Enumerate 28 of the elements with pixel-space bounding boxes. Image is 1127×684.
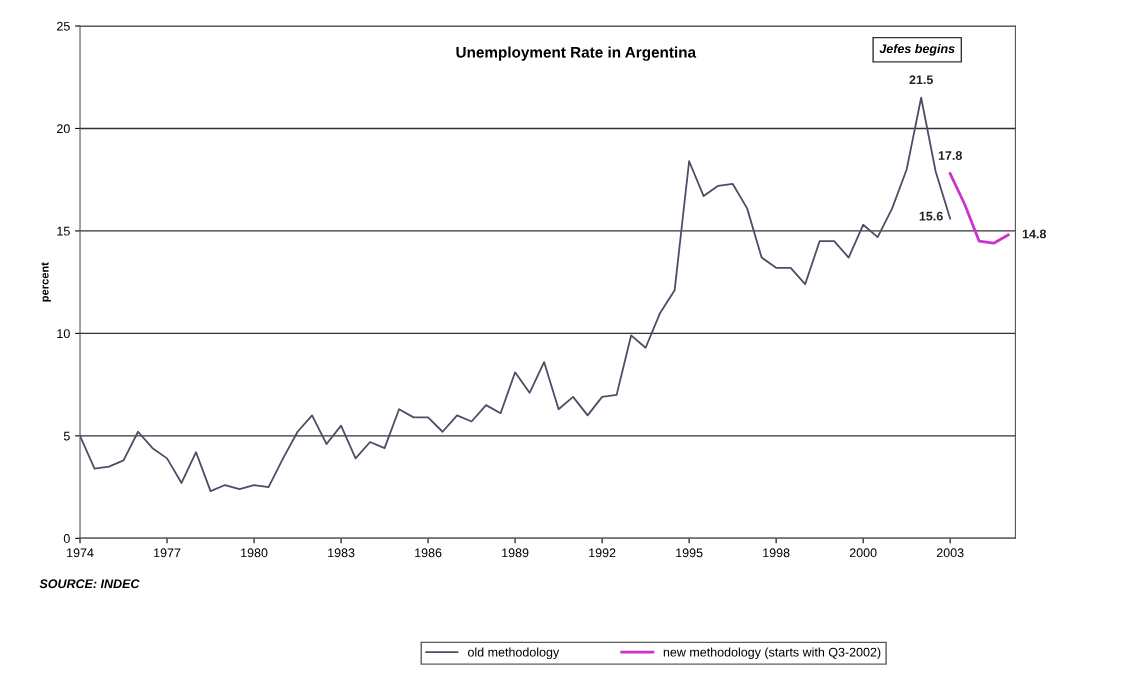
y-tick-label: 25 (57, 21, 70, 31)
y-tick-label: 0 (63, 534, 70, 543)
x-tick-label: 1986 (415, 548, 442, 558)
x-tick-label: 1983 (328, 548, 355, 558)
x-tick-label: 2000 (849, 548, 877, 558)
legend-label: new methodology (starts with Q3-2002) (663, 647, 881, 660)
data-label: 21.5 (909, 75, 933, 85)
x-tick-label: 1992 (589, 548, 616, 558)
line-series (948, 172, 1010, 245)
y-tick-label: 20 (57, 124, 70, 134)
data-label: 14.8 (1022, 229, 1047, 239)
x-tick-label: 1974 (67, 548, 94, 558)
y-tick-label: 10 (57, 329, 70, 339)
x-tick-label: 2003 (936, 548, 964, 558)
x-tick-label: 1995 (676, 548, 703, 558)
data-label: 17.8 (938, 151, 962, 160)
x-tick-label: 1989 (502, 548, 529, 558)
text: Unemployment Rate in Argentina (456, 46, 697, 61)
x-tick-label: 1998 (763, 548, 790, 558)
annotation: Jefes begins (879, 43, 955, 56)
x-tick-label: 1977 (154, 548, 181, 558)
x-tick-label: 1980 (241, 548, 268, 558)
legend-label: old methodology (468, 647, 560, 660)
source-note: SOURCE: INDEC (39, 579, 140, 589)
data-label: 15.6 (919, 211, 943, 221)
y-tick-label: 15 (57, 226, 70, 236)
y-axis-title: percent (41, 262, 51, 302)
y-tick-label: 5 (63, 431, 70, 441)
